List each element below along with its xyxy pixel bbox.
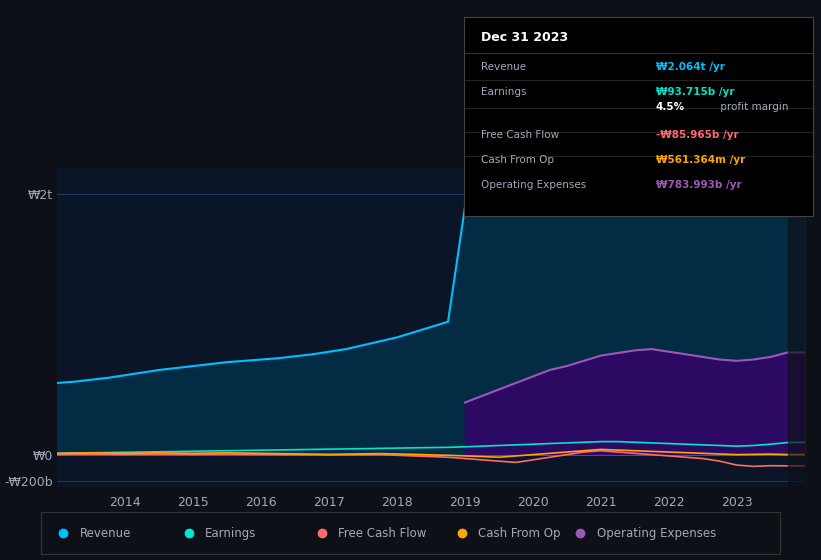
Text: Free Cash Flow: Free Cash Flow — [481, 130, 559, 140]
Text: -₩85.965b /yr: -₩85.965b /yr — [656, 130, 738, 140]
Text: ₩93.715b /yr: ₩93.715b /yr — [656, 87, 734, 97]
Text: Earnings: Earnings — [481, 87, 527, 97]
Text: Free Cash Flow: Free Cash Flow — [338, 527, 426, 540]
Text: Operating Expenses: Operating Expenses — [597, 527, 716, 540]
Text: Revenue: Revenue — [80, 527, 131, 540]
Text: ₩561.364m /yr: ₩561.364m /yr — [656, 155, 745, 165]
Text: Dec 31 2023: Dec 31 2023 — [481, 31, 568, 44]
Text: Earnings: Earnings — [205, 527, 256, 540]
Text: ₩783.993b /yr: ₩783.993b /yr — [656, 180, 741, 190]
Text: Cash From Op: Cash From Op — [479, 527, 561, 540]
Text: Operating Expenses: Operating Expenses — [481, 180, 586, 190]
Text: Revenue: Revenue — [481, 62, 526, 72]
Text: Cash From Op: Cash From Op — [481, 155, 554, 165]
Text: 4.5%: 4.5% — [656, 102, 685, 112]
Text: ₩2.064t /yr: ₩2.064t /yr — [656, 62, 725, 72]
Bar — [787, 168, 805, 487]
Text: profit margin: profit margin — [717, 102, 788, 112]
